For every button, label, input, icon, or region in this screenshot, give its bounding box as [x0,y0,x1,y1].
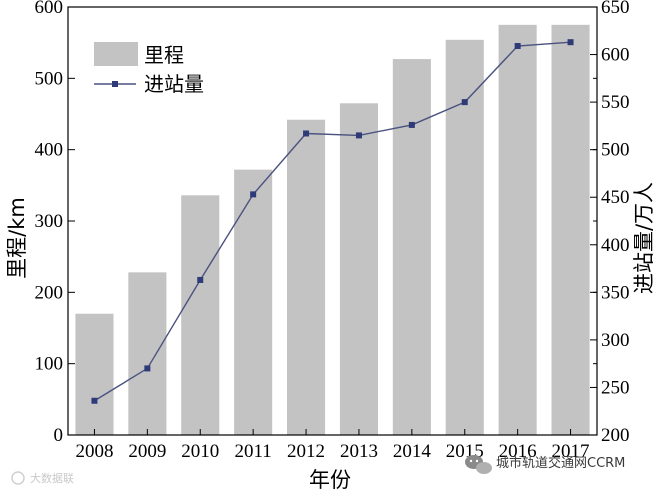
right-tick-label: 600 [601,45,630,66]
bar-2008 [75,313,114,435]
ridership-point-2014 [408,121,415,128]
legend-label-ridership: 进站量 [144,72,204,96]
right-tick-label: 650 [601,0,630,18]
bar-2009 [128,272,167,435]
right-tick-label: 400 [601,235,630,256]
right-tick-label: 200 [601,425,630,446]
ridership-point-2010 [197,276,204,283]
bar-2015 [445,39,484,436]
ridership-line [94,41,571,402]
legend-marker-ridership [112,81,118,87]
ridership-point-2009 [144,365,151,372]
ridership-point-2015 [461,99,468,106]
bar-2010 [181,195,220,435]
left-axis-ticks: 0 100 200 300 400 500 600 [35,0,597,446]
x-tick-label: 2012 [287,441,325,462]
bar-2014 [392,59,431,435]
bar-2016 [498,24,537,435]
wechat-icon [465,455,492,474]
left-tick-label: 400 [35,140,64,161]
ridership-point-2008 [91,397,98,404]
ridership-point-2017 [567,39,574,46]
ridership-point-2012 [303,130,310,137]
bar-series-mileage [75,24,590,436]
right-tick-label: 550 [601,92,630,113]
left-tick-label: 200 [35,282,64,303]
x-tick-label: 2009 [128,441,166,462]
left-tick-label: 0 [54,425,64,446]
x-tick-label: 2016 [499,441,537,462]
watermark-right: 城市轨道交通网CCRM [465,455,625,474]
x-axis-ticks: 2008 2009 2010 2011 2012 2013 2014 2015 2016 2017 [75,429,590,462]
legend: 里程 进站量 [94,42,204,96]
right-tick-label: 450 [601,187,630,208]
right-axis-ticks: 200 250 300 350 400 450 500 550 600 650 [590,0,630,446]
x-tick-label: 2017 [552,441,590,462]
ridership-point-2011 [250,191,257,198]
x-axis-title: 年份 [309,468,351,492]
right-tick-label: 350 [601,282,630,303]
bar-2017 [551,24,590,435]
x-tick-label: 2011 [235,441,272,462]
y2-axis-title: 进站量/万人 [632,182,656,294]
line-series-ridership [91,39,574,404]
ridership-point-2013 [355,132,362,139]
bar-2011 [234,169,273,435]
left-tick-label: 100 [35,354,64,375]
left-tick-label: 300 [35,211,64,232]
bar-2012 [287,119,326,435]
ridership-point-2016 [514,42,521,49]
left-tick-label: 500 [35,68,64,89]
right-tick-label: 500 [601,140,630,161]
legend-swatch-mileage [94,42,138,66]
watermark-right-text: 城市轨道交通网CCRM [496,455,625,471]
left-tick-label: 600 [35,0,64,18]
x-tick-label: 2013 [340,441,378,462]
bar-2013 [339,103,378,436]
legend-label-mileage: 里程 [144,43,184,67]
right-tick-label: 300 [601,330,630,351]
x-tick-label: 2008 [75,441,113,462]
watermark-logo-icon [11,471,25,485]
watermark-left: 大数据联 [11,471,74,485]
y-axis-title: 里程/km [5,197,29,279]
x-tick-label: 2014 [393,441,432,462]
watermark-left-text: 大数据联 [30,471,74,485]
x-tick-label: 2010 [181,441,219,462]
right-tick-label: 250 [601,377,630,398]
